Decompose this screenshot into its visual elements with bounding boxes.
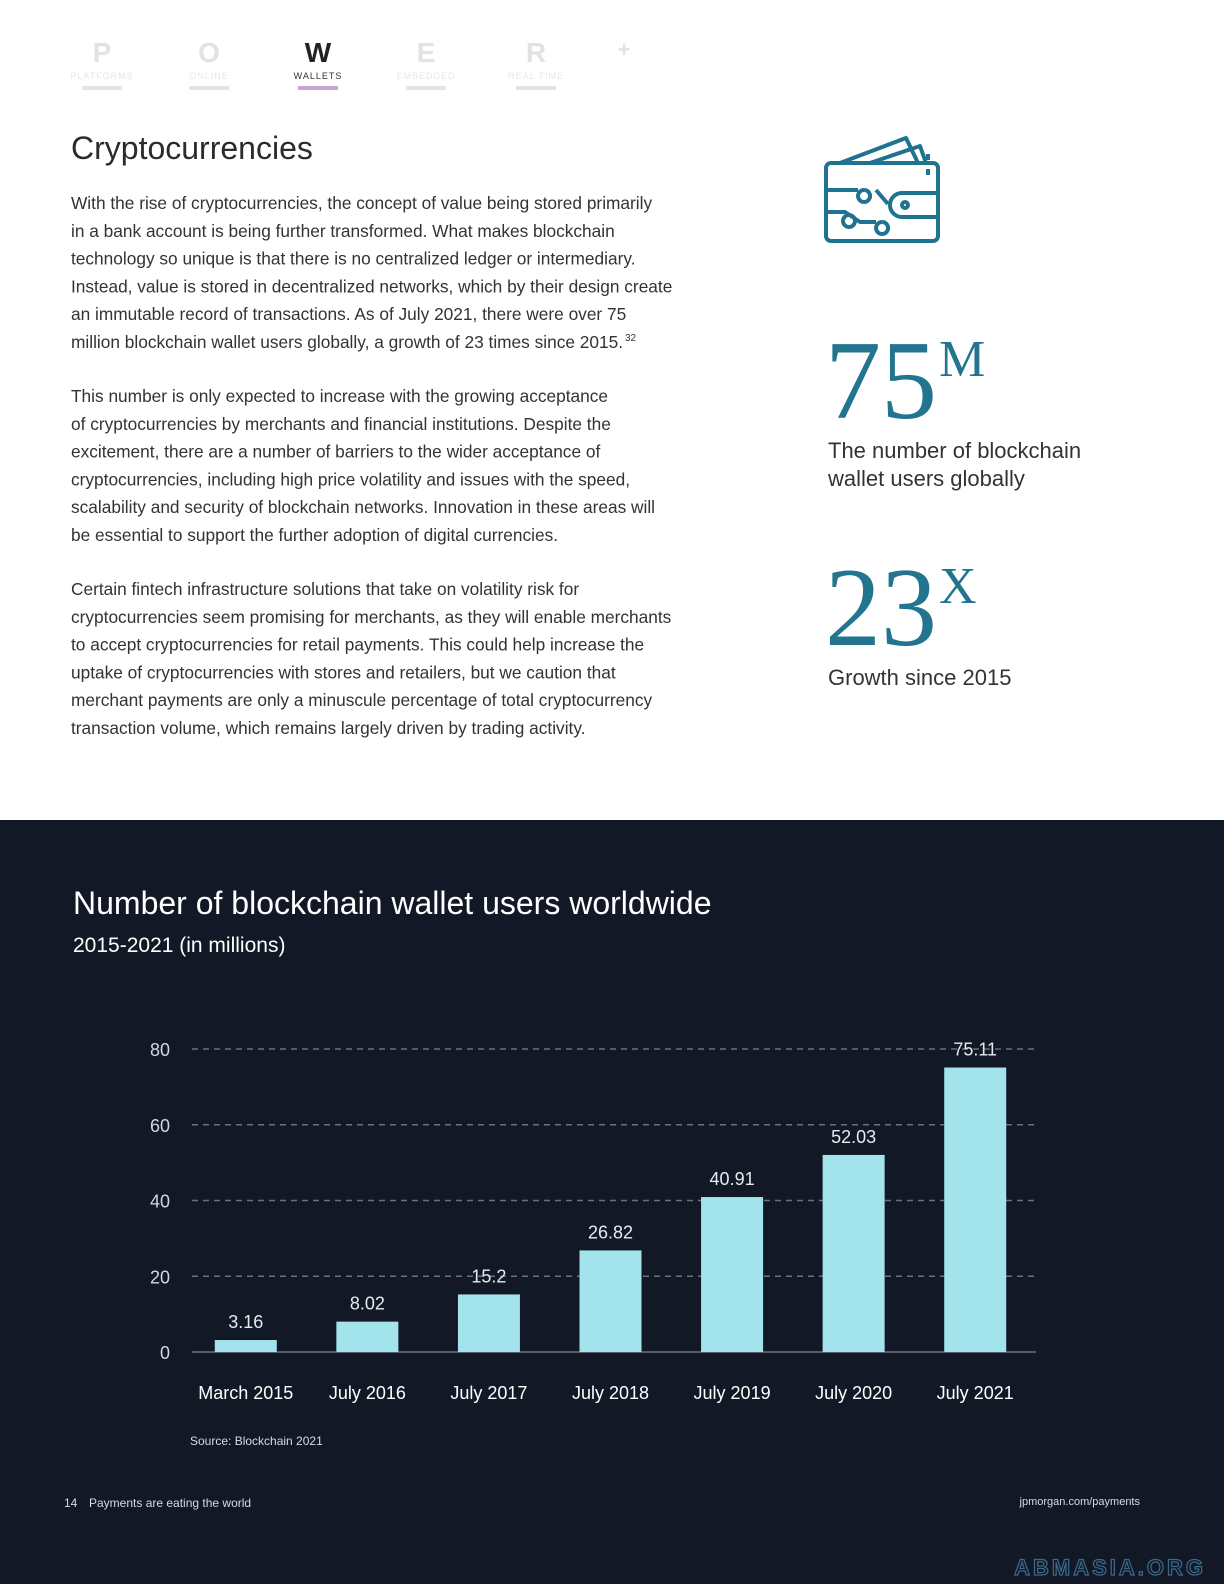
bar: [579, 1250, 642, 1352]
bar: [701, 1197, 764, 1352]
body-line: million blockchain wallet users globally…: [71, 332, 623, 352]
body-line: of cryptocurrencies by merchants and fin…: [71, 414, 611, 434]
value-label: 52.03: [831, 1127, 876, 1147]
body-line: scalability and security of blockchain n…: [71, 497, 655, 517]
body-line: cryptocurrencies, including high price v…: [71, 469, 630, 489]
nav-letter: R: [526, 37, 546, 68]
nav-label: EMBEDDED: [396, 71, 455, 81]
body-line: Instead, value is stored in decentralize…: [71, 276, 672, 296]
nav-label: PLATFORMS: [70, 71, 133, 81]
chart-background: [0, 820, 1224, 1584]
value-label: 26.82: [588, 1222, 633, 1242]
footer-title: Payments are eating the world: [89, 1496, 251, 1510]
stat-caption: wallet users globally: [827, 466, 1025, 491]
body-line: excitement, there are a number of barrie…: [71, 442, 600, 462]
y-tick-label: 60: [150, 1116, 170, 1136]
nav-label: WALLETS: [294, 71, 343, 81]
body-line: transaction volume, which remains largel…: [71, 718, 586, 738]
nav-plus: +: [618, 37, 631, 62]
y-tick-label: 20: [150, 1267, 170, 1287]
watermark: ABMASIA.ORG: [1014, 1555, 1206, 1580]
body-line: an immutable record of transactions. As …: [71, 304, 626, 324]
body-line: in a bank account is being further trans…: [71, 221, 615, 241]
stat-value: 23: [825, 546, 937, 670]
nav-letter: P: [93, 37, 112, 68]
body-line: merchant payments are only a minuscule p…: [71, 690, 652, 710]
x-tick-label: July 2020: [815, 1383, 892, 1403]
bar: [457, 1294, 520, 1352]
nav-underline: [189, 86, 229, 90]
stat-unit: X: [939, 558, 977, 615]
y-tick-label: 80: [150, 1040, 170, 1060]
bar: [822, 1154, 885, 1352]
chart-subtitle: 2015-2021 (in millions): [73, 934, 285, 957]
nav-underline: [406, 86, 446, 90]
footer-url: jpmorgan.com/payments: [1019, 1496, 1141, 1508]
nav-letter: E: [417, 37, 436, 68]
nav-underline: [82, 86, 122, 90]
footnote-marker: 32: [625, 333, 637, 344]
bar: [214, 1340, 277, 1352]
x-tick-label: July 2018: [572, 1383, 649, 1403]
value-label: 75.11: [953, 1040, 997, 1060]
nav-letter: W: [305, 37, 332, 68]
stat-unit: M: [939, 331, 985, 388]
stat-caption: Growth since 2015: [828, 665, 1011, 690]
body-line: Certain fintech infrastructure solutions…: [71, 579, 579, 599]
chart-title: Number of blockchain wallet users worldw…: [73, 885, 712, 921]
body-line: be essential to support the further adop…: [71, 525, 558, 545]
top-background: [0, 0, 1224, 820]
body-line: to accept cryptocurrencies for retail pa…: [71, 635, 644, 655]
nav-label: REAL TIME: [508, 71, 564, 81]
body-line: technology so unique is that there is no…: [71, 249, 636, 269]
chart-source: Source: Blockchain 2021: [190, 1434, 323, 1448]
bar: [336, 1321, 399, 1352]
section-title: Cryptocurrencies: [71, 130, 313, 166]
x-tick-label: July 2016: [329, 1383, 406, 1403]
bar: [944, 1067, 1007, 1352]
x-tick-label: March 2015: [198, 1383, 293, 1403]
value-label: 8.02: [350, 1294, 385, 1314]
value-label: 3.16: [228, 1312, 263, 1332]
y-tick-label: 40: [150, 1192, 170, 1212]
wallet-icon: [824, 136, 940, 243]
nav-label: ONLINE: [189, 71, 229, 81]
x-tick-label: July 2021: [937, 1383, 1014, 1403]
page-number: 14: [64, 1496, 78, 1510]
nav-letter: O: [198, 37, 220, 68]
nav-underline: [516, 86, 556, 90]
body-line: cryptocurrencies seem promising for merc…: [71, 607, 672, 627]
nav-underline: [298, 86, 338, 90]
body-line: With the rise of cryptocurrencies, the c…: [71, 193, 652, 213]
stat-value: 75: [825, 319, 937, 443]
value-label: 40.91: [710, 1169, 755, 1189]
body-line: This number is only expected to increase…: [71, 386, 608, 406]
stat-caption: The number of blockchain: [828, 438, 1081, 463]
x-tick-label: July 2017: [450, 1383, 527, 1403]
x-tick-label: July 2019: [694, 1383, 771, 1403]
body-line: uptake of cryptocurrencies with stores a…: [71, 662, 616, 682]
y-tick-label: 0: [160, 1343, 170, 1363]
value-label: 15.2: [471, 1266, 506, 1286]
